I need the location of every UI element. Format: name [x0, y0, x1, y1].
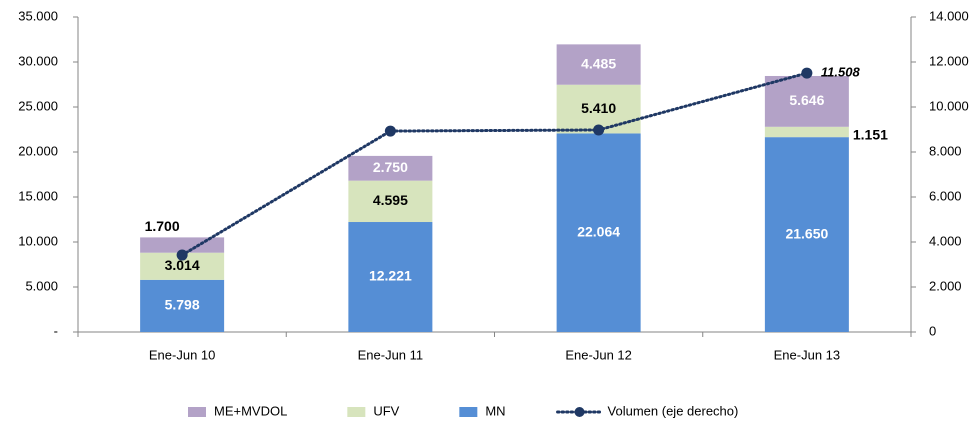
data-label: 4.485 — [581, 55, 616, 71]
y-tick-label: 25.000 — [18, 98, 58, 113]
data-label: 1.151 — [853, 127, 888, 143]
legend-marker — [574, 407, 585, 417]
data-label: 2.750 — [373, 159, 408, 175]
y-tick-label: 20.000 — [18, 143, 58, 158]
bar-segment — [764, 137, 849, 332]
x-tick-label: Ene-Jun 11 — [358, 347, 424, 362]
data-label: 21.650 — [785, 225, 828, 241]
data-label: 4.595 — [373, 192, 408, 208]
y-tick-label: 10.000 — [18, 233, 58, 248]
y2-tick-label: 14.000 — [929, 8, 969, 23]
bar-segment — [348, 222, 433, 332]
line-marker — [384, 125, 396, 137]
bar-segment — [764, 126, 849, 138]
bar-segment — [764, 75, 849, 127]
y-tick-label: 30.000 — [18, 53, 58, 68]
y2-tick-label: 12.000 — [929, 53, 969, 68]
legend-swatch — [188, 407, 206, 417]
legend-label: MN — [485, 403, 505, 418]
bar-segment — [348, 155, 433, 181]
bar-segment — [556, 44, 641, 85]
x-tick-label: Ene-Jun 10 — [149, 347, 216, 362]
legend-swatch — [459, 407, 478, 417]
bar-segment — [140, 237, 225, 253]
y-tick-label: 5.000 — [25, 278, 58, 293]
data-label: 5.646 — [789, 92, 824, 108]
line — [180, 71, 809, 257]
line-marker — [593, 124, 605, 136]
y-tick-label: - — [54, 323, 58, 338]
legend-label: UFV — [373, 403, 399, 418]
line-marker — [176, 249, 188, 261]
bar-segment — [348, 180, 433, 223]
legend-label: Volumen (eje derecho) — [608, 403, 739, 418]
data-label: 5.410 — [581, 100, 616, 116]
y-tick-label: 35.000 — [18, 8, 58, 23]
legend-label: ME+MVDOL — [214, 403, 287, 418]
bar-segment — [140, 279, 225, 332]
line-marker — [801, 67, 813, 79]
y2-tick-label: 6.000 — [929, 188, 962, 203]
data-label: 5.798 — [165, 297, 200, 313]
data-label: 11.508 — [821, 65, 861, 80]
legend-swatch — [347, 407, 366, 417]
y2-tick-label: 2.000 — [929, 278, 962, 293]
y2-tick-label: 4.000 — [929, 233, 962, 248]
y-tick-label: 15.000 — [18, 188, 58, 203]
y2-tick-label: 0 — [929, 323, 936, 338]
data-label: 22.064 — [577, 223, 620, 239]
x-tick-label: Ene-Jun 12 — [565, 347, 632, 362]
x-tick-label: Ene-Jun 13 — [774, 347, 841, 362]
data-label: 3.014 — [165, 257, 200, 273]
bar-segment — [556, 133, 641, 332]
y2-tick-label: 8.000 — [929, 143, 962, 158]
y2-tick-label: 10.000 — [929, 98, 969, 113]
data-label: 1.700 — [145, 218, 180, 234]
data-label: 12.221 — [369, 268, 412, 284]
